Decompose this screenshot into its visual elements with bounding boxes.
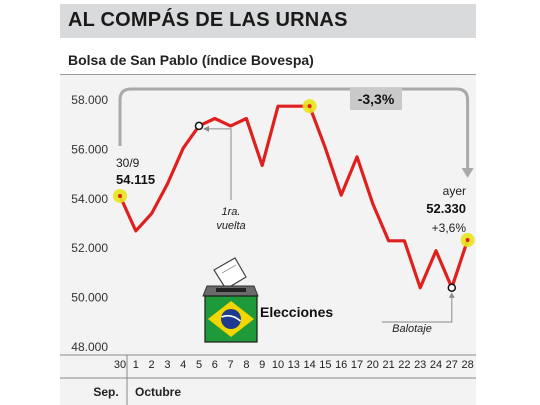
ballot-line [221, 264, 237, 274]
range-change-box [350, 88, 402, 110]
data-point [403, 239, 406, 242]
chart-subtitle: Bolsa de San Pablo (índice Bovespa) [68, 52, 314, 68]
first-round-marker [194, 121, 204, 131]
x-tick-label: 2 [149, 359, 155, 371]
x-tick-label: 17 [351, 359, 363, 371]
end-label: ayer [443, 184, 466, 198]
x-tick-label: 6 [212, 359, 218, 371]
data-point [182, 146, 185, 150]
x-tick-label: 16 [335, 359, 347, 371]
data-point [419, 286, 422, 289]
runoff-pointer [382, 292, 453, 323]
first-round-pointer [204, 128, 232, 200]
data-point [292, 104, 295, 108]
y-tick-label: 58.000 [71, 93, 108, 107]
x-tick-label: 28 [461, 359, 473, 371]
x-tick-label: 3 [164, 359, 170, 371]
x-tick-label: 20 [367, 359, 379, 371]
end-point [465, 238, 470, 243]
data-point [261, 164, 264, 167]
x-tick-label: 30 [114, 359, 126, 371]
range-arrow-head [461, 168, 474, 178]
x-tick-label: 22 [398, 359, 410, 371]
data-point [245, 117, 248, 120]
peak-point [307, 104, 312, 109]
range-change-label: -3,3% [358, 91, 395, 107]
range-bracket [118, 87, 470, 170]
x-tick-label: 7 [228, 359, 234, 371]
plot-background [60, 75, 476, 405]
data-point [150, 212, 153, 215]
x-tick-label: 15 [319, 359, 331, 371]
x-tick-label: 24 [430, 359, 442, 371]
end-value-label: 52.330 [426, 201, 466, 216]
flag-band [221, 314, 242, 322]
data-point [276, 104, 280, 108]
start-date-label: 30/9 [116, 156, 140, 170]
y-tick-label: 50.000 [71, 291, 108, 305]
runoff-marker [447, 283, 457, 292]
chart-title: AL COMPÁS DE LAS URNAS [68, 9, 348, 31]
ballot-paper [213, 257, 247, 290]
month-label-sep: Sep. [93, 385, 118, 399]
series-line [118, 104, 470, 290]
first-round-label-line2: vuelta [216, 220, 245, 232]
month-label-oct: Octubre [135, 385, 181, 399]
data-point [213, 117, 216, 120]
x-tick-label: 4 [180, 359, 186, 371]
x-tick-label: 27 [446, 359, 458, 371]
title-bar: AL COMPÁS DE LAS URNAS [60, 4, 476, 38]
data-point [134, 229, 137, 233]
data-point [371, 202, 374, 205]
data-point [434, 249, 438, 252]
y-tick-label: 48.000 [71, 340, 108, 354]
elections-label: Elecciones [260, 304, 333, 320]
x-tick-label: 10 [272, 359, 284, 371]
x-tick-label: 8 [243, 359, 249, 371]
x-tick-label: 5 [196, 359, 202, 371]
data-point [355, 155, 359, 159]
flag-globe [221, 309, 241, 329]
data-point [166, 182, 169, 186]
data-point [229, 124, 232, 128]
subtitle-divider [60, 74, 476, 75]
y-tick-label: 56.000 [71, 142, 108, 156]
data-point [387, 239, 390, 242]
runoff-label: Balotaje [392, 323, 432, 335]
first-round-label-line1: 1ra. [222, 206, 241, 218]
x-tick-label: 14 [303, 359, 315, 371]
data-point [324, 146, 327, 150]
first-round-arrow-head [203, 125, 209, 132]
runoff-arrow-head [448, 292, 455, 298]
start-point [118, 193, 122, 198]
x-tick-label: 9 [259, 359, 265, 371]
end-change-label: +3,6% [432, 221, 467, 235]
y-tick-label: 54.000 [71, 192, 108, 206]
y-tick-label: 52.000 [71, 241, 108, 255]
x-tick-label: 23 [414, 359, 426, 371]
ballot-slot [216, 288, 246, 292]
data-point [340, 193, 343, 197]
start-value-label: 54.115 [116, 172, 155, 187]
x-tick-label: 13 [288, 359, 300, 371]
ballot-box-icon [202, 257, 259, 343]
x-tick-label: 1 [133, 359, 139, 371]
x-tick-label: 21 [382, 359, 394, 371]
